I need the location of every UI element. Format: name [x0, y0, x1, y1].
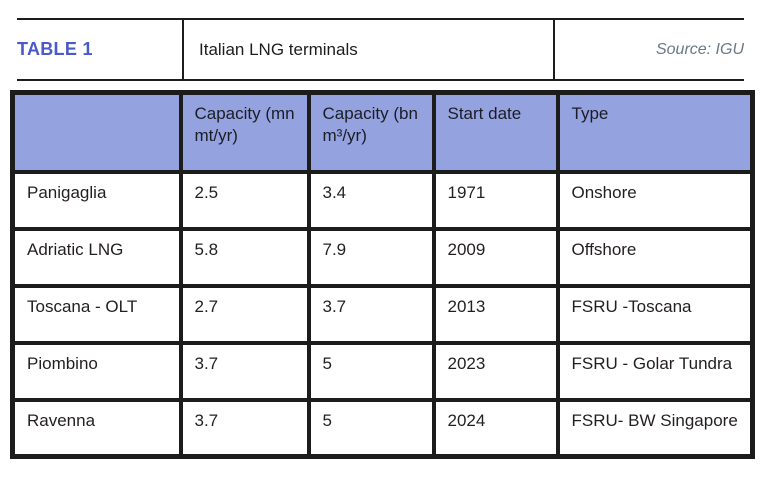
cell-start-date: 1971 [431, 169, 560, 231]
cell-capacity-mt: 2.5 [178, 169, 311, 231]
table-caption-band: TABLE 1 Italian LNG terminals Source: IG… [17, 18, 744, 81]
table-row-piombino: Piombino 3.7 5 2023 FSRU - Golar Tundra [10, 340, 755, 402]
cell-terminal-name: Panigaglia [10, 169, 183, 231]
column-header-capacity-m3: Capacity (bn m³/yr) [306, 90, 436, 174]
cell-terminal-name: Adriatic LNG [10, 226, 183, 288]
cell-capacity-mt: 3.7 [178, 340, 311, 402]
cell-start-date: 2023 [431, 340, 560, 402]
cell-type: Offshore [555, 226, 755, 288]
table-row-toscana-olt: Toscana - OLT 2.7 3.7 2013 FSRU -Toscana [10, 283, 755, 345]
cell-terminal-name: Toscana - OLT [10, 283, 183, 345]
cell-start-date: 2009 [431, 226, 560, 288]
table-row-ravenna: Ravenna 3.7 5 2024 FSRU- BW Singapore [10, 397, 755, 459]
cell-capacity-mt: 5.8 [178, 226, 311, 288]
table-title: Italian LNG terminals [182, 20, 553, 79]
cell-capacity-m3: 5 [306, 397, 436, 459]
table-source: Source: IGU [553, 20, 744, 79]
table-row-panigaglia: Panigaglia 2.5 3.4 1971 Onshore [10, 169, 755, 231]
cell-capacity-m3: 3.7 [306, 283, 436, 345]
column-header-type: Type [555, 90, 755, 174]
cell-type: FSRU - Golar Tundra [555, 340, 755, 402]
table-row-adriatic-lng: Adriatic LNG 5.8 7.9 2009 Offshore [10, 226, 755, 288]
cell-type: FSRU -Toscana [555, 283, 755, 345]
cell-start-date: 2013 [431, 283, 560, 345]
table-header-row: Capacity (mn mt/yr) Capacity (bn m³/yr) … [10, 90, 755, 174]
table-number-label: TABLE 1 [17, 39, 93, 59]
cell-type: FSRU- BW Singapore [555, 397, 755, 459]
cell-capacity-m3: 3.4 [306, 169, 436, 231]
cell-terminal-name: Piombino [10, 340, 183, 402]
column-header-start-date: Start date [431, 90, 560, 174]
cell-capacity-m3: 5 [306, 340, 436, 402]
column-header-terminal [10, 90, 183, 174]
lng-terminals-table: Capacity (mn mt/yr) Capacity (bn m³/yr) … [10, 90, 755, 459]
column-header-capacity-mt: Capacity (mn mt/yr) [178, 90, 311, 174]
cell-start-date: 2024 [431, 397, 560, 459]
cell-capacity-mt: 2.7 [178, 283, 311, 345]
cell-terminal-name: Ravenna [10, 397, 183, 459]
cell-type: Onshore [555, 169, 755, 231]
cell-capacity-m3: 7.9 [306, 226, 436, 288]
cell-capacity-mt: 3.7 [178, 397, 311, 459]
